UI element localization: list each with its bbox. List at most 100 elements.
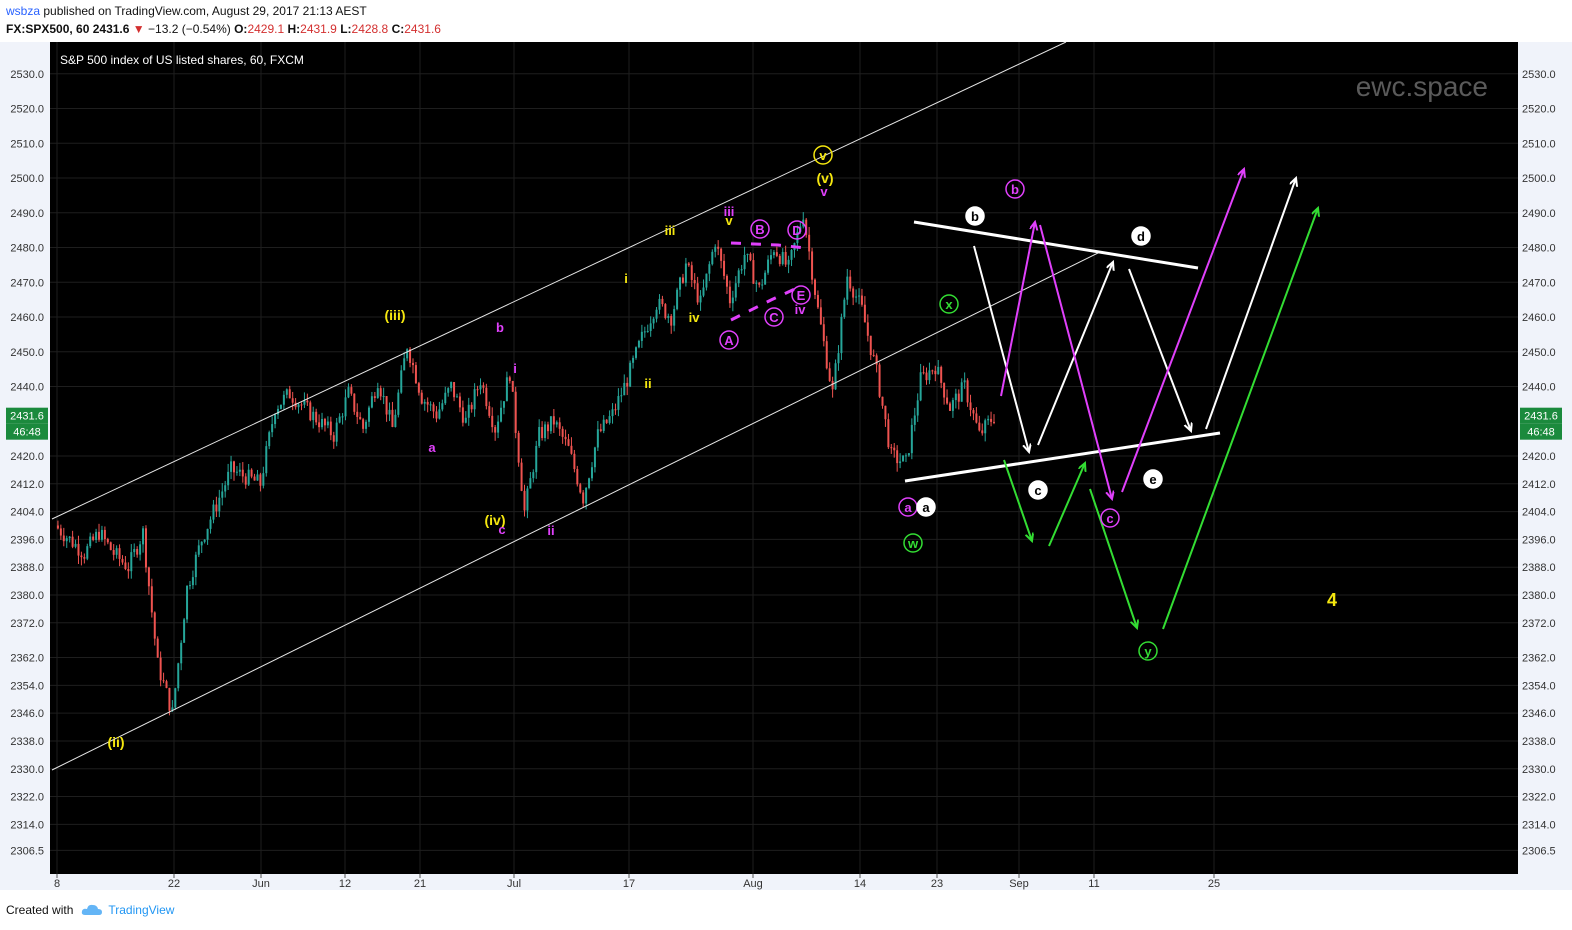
candle-body [705, 273, 708, 288]
time-axis[interactable]: 8 22 Jun 12 21 Jul 17 Aug 14 23 Sep 11 25 [54, 874, 1220, 890]
plot-area[interactable] [50, 42, 1518, 874]
correction-dashed-line [730, 286, 798, 322]
candle-body [165, 681, 168, 688]
y-tick-right: 2500.0 [1522, 173, 1556, 185]
candle-body [605, 419, 608, 423]
candle-body [981, 430, 984, 434]
candle-body [934, 370, 937, 375]
wave-annotations: (ii)(iii)(iv)(v)viiiiiiivv4iiiiiiivvabcA… [51, 41, 1337, 771]
candle-body [470, 404, 473, 410]
author-link[interactable]: wsbza [6, 4, 41, 18]
candle-body [529, 478, 532, 489]
candle-body [679, 277, 682, 290]
wave-label-yellow: iii [665, 223, 676, 238]
candle-body [849, 276, 852, 289]
candle-body [699, 295, 702, 303]
candle-body [282, 394, 285, 405]
x-tick-label: Aug [743, 878, 763, 890]
wave-label-white-circled-circle [1028, 480, 1048, 500]
tradingview-link[interactable]: TradingView [81, 903, 174, 917]
candle-body [71, 536, 74, 547]
y-tick-left: 2500.0 [10, 173, 44, 185]
candle-body [904, 455, 907, 457]
candle-body [808, 234, 811, 252]
candle-body [241, 469, 244, 477]
candle-body [599, 429, 602, 431]
candle-body [902, 455, 905, 462]
candle-body [846, 276, 849, 300]
candle-body [843, 299, 846, 317]
channel-lower-line [51, 251, 1101, 771]
candle-body [177, 663, 180, 689]
wave-label-white-circled-circle [965, 206, 985, 226]
candle-body [896, 450, 899, 464]
wave-label-magenta: c [498, 522, 505, 537]
candle-body [781, 252, 784, 265]
watermark: ewc.space [1356, 71, 1488, 102]
candle-body [414, 365, 417, 384]
candle-body [940, 366, 943, 383]
candle-body [379, 388, 382, 397]
y-tick-right: 2440.0 [1522, 382, 1556, 394]
green-projection-arrow [1162, 208, 1318, 630]
candle-body [755, 282, 758, 284]
candle-body [391, 409, 394, 427]
candle-body [338, 416, 341, 423]
wave-label-yellow: 4 [1327, 590, 1337, 610]
candle-body [497, 421, 500, 433]
candle-body [461, 407, 464, 423]
wave-label-magenta-circled-circle [1005, 179, 1025, 199]
candle-body [153, 612, 156, 639]
y-tick-left: 2354.0 [10, 680, 44, 692]
candle-body [579, 484, 582, 493]
candles [56, 212, 995, 716]
y-tick-left: 2362.0 [10, 653, 44, 665]
chart-svg[interactable]: 2530.0 2530.0 2520.0 2520.0 2510.0 2510.0 2500… [0, 41, 1572, 890]
last-price-badge-left [6, 407, 48, 424]
candle-body [183, 619, 186, 643]
candle-body [423, 401, 426, 404]
chart-title: S&P 500 index of US listed shares, 60, F… [60, 53, 304, 67]
wave-label-green-circled: y [1144, 644, 1152, 659]
wave-label-magenta-circled: b [1011, 182, 1019, 197]
wave-label-yellow: (v) [816, 170, 833, 186]
candle-body [937, 366, 940, 375]
candle-body [232, 461, 235, 473]
candle-body [925, 372, 928, 381]
wave-label-magenta-circled-circle [764, 307, 784, 327]
candle-body [373, 396, 376, 398]
candle-body [764, 272, 767, 285]
candle-body [370, 396, 373, 408]
candle-body [279, 404, 282, 409]
candle-body [831, 380, 834, 390]
candle-body [951, 400, 954, 411]
chart-area[interactable]: 2530.0 2530.0 2520.0 2520.0 2510.0 2510.0 2500… [0, 41, 1572, 890]
candle-body [714, 246, 717, 252]
candle-body [558, 422, 561, 429]
y-tick-right: 2490.0 [1522, 208, 1556, 220]
candle-body [171, 707, 174, 711]
candle-body [990, 418, 993, 422]
candle-body [224, 485, 227, 492]
last-price-badge-right [1520, 407, 1562, 424]
green-projection-arrow [1089, 488, 1137, 628]
candle-body [796, 231, 799, 244]
price-axis[interactable]: 2530.0 2530.0 2520.0 2520.0 2510.0 2510.0 2500… [6, 69, 1562, 858]
high-value: 2431.9 [300, 22, 337, 36]
wave-label-white-circled: d [1137, 229, 1145, 244]
candle-body [635, 347, 638, 358]
candle-body [86, 546, 89, 559]
candle-body [948, 403, 951, 411]
candle-body [520, 462, 523, 491]
candle-body [136, 549, 139, 555]
candle-body [83, 557, 86, 559]
candle-body [473, 389, 476, 410]
candle-body [200, 541, 203, 546]
y-tick-left: 2322.0 [10, 792, 44, 804]
candle-body [159, 657, 162, 681]
candle-body [505, 377, 508, 402]
candle-body [56, 525, 59, 529]
candle-body [502, 401, 505, 408]
candle-body [130, 552, 133, 572]
wave-label-white-circled: b [971, 209, 979, 224]
